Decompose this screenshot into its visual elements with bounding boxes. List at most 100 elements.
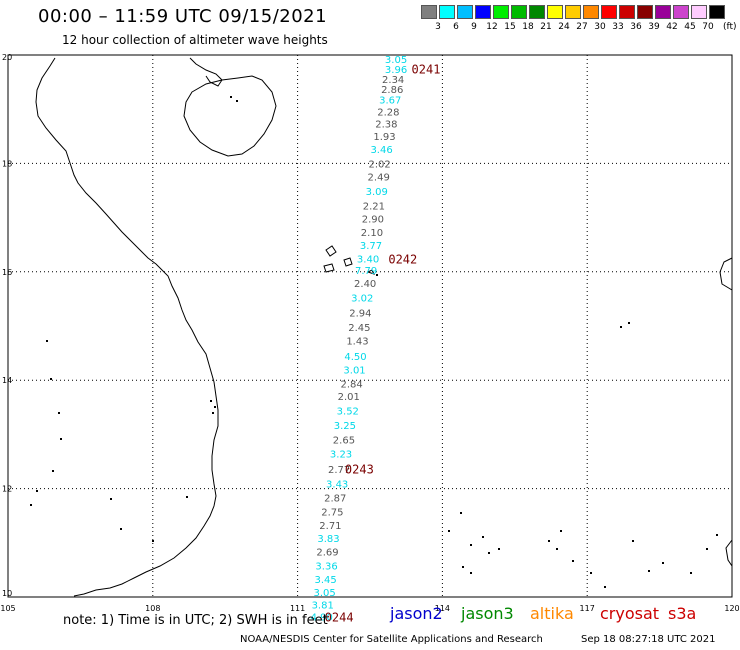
coastline-islet-1 [325,245,337,257]
coastline-luzon [719,257,733,291]
pass-label: 0243 [345,463,374,477]
color-scale-label: 18 [522,22,534,32]
pass-label: 0244 [325,611,354,625]
wave-height-value: 3.05 [385,55,407,66]
islet-speck [716,534,718,536]
wave-height-value: 2.87 [324,493,346,504]
wave-height-value: 4.90 [311,613,333,624]
islet-speck [186,496,188,498]
islet-speck [604,586,606,588]
coastline-hainan [183,75,277,157]
color-scale-label: 33 [612,22,624,32]
wave-height-value: 2.28 [377,107,399,118]
lon-tick-label: 117 [580,604,595,613]
color-scale-label: 70 [702,22,714,32]
islet-speck [212,412,214,414]
color-scale-swatch [457,5,473,19]
lon-tick-label: 105 [0,604,15,613]
color-scale-swatch [583,5,599,19]
islet-speck [460,512,462,514]
wave-height-value: 2.45 [348,323,370,334]
wave-height-value: 4.50 [344,352,366,363]
wave-height-value: 2.71 [319,521,341,532]
color-scale-swatch [439,5,455,19]
islet-speck [462,566,464,568]
wave-height-value: 2.21 [363,202,385,213]
wave-height-value: 2.01 [338,392,360,403]
wave-height-value: 3.77 [360,241,382,252]
islet-speck [58,412,60,414]
satellite-legend-jason3: jason3 [461,604,514,623]
chart-subtitle: 12 hour collection of altimeter wave hei… [62,33,328,47]
color-scale-label: 42 [666,22,678,32]
coastline [35,57,733,597]
islet-speck [470,572,472,574]
islet-speck [620,326,622,328]
lon-tick-label: 114 [435,604,450,613]
pass-label: 0242 [388,252,417,266]
wave-height-value: 1.93 [373,132,395,143]
wave-height-value: 3.23 [330,449,352,460]
islet-speck [50,378,52,380]
wave-height-value: 2.40 [354,279,376,290]
color-scale-label: 24 [558,22,570,32]
islet-speck [52,470,54,472]
grid-labels: 105 108 111 114 117 120 20 18 16 14 12 10 [0,53,739,613]
islet-speck [152,540,154,542]
islet-speck [482,536,484,538]
wave-height-value: 2.49 [368,172,390,183]
color-scale-label: 45 [684,22,696,32]
islet-speck [230,96,232,98]
color-scale-label: 15 [504,22,516,32]
wave-height-value: 2.90 [362,215,384,226]
observations-track: 3.053.962.342.863.672.282.381.933.462.02… [311,55,408,624]
wave-height-value: 3.52 [337,407,359,418]
wave-height-value: 2.69 [316,547,338,558]
coastline-palawan-fragment [725,539,733,567]
islet-speck [662,562,664,564]
islet-speck [60,438,62,440]
islet-speck [628,322,630,324]
wave-height-value: 1.43 [346,337,368,348]
wave-height-value: 7.79 [355,266,377,277]
wave-height-value: 3.96 [385,65,407,76]
pass-labels: 0241 0242 0243 0244 [325,63,441,625]
satellite-legend-s3a: s3a [668,604,697,623]
wave-height-value: 3.67 [379,95,401,106]
wave-height-value: 2.65 [333,435,355,446]
color-scale-label: 39 [648,22,660,32]
islet-speck [548,540,550,542]
islet-speck [488,552,490,554]
footer-note: note: 1) Time is in UTC; 2) SWH is in fe… [63,613,328,628]
islet-speck [110,498,112,500]
satellite-legend-cryosat: cryosat [600,604,660,623]
wave-height-value: 3.05 [313,588,335,599]
coastline-vietnam [35,57,219,597]
islet-speck [556,548,558,550]
wave-height-value: 3.40 [357,254,379,265]
coastline-islet-3 [343,257,353,267]
color-scale-swatch [475,5,491,19]
islet-speck [210,400,212,402]
color-scale-unit: (ft) [723,22,737,32]
color-scale-label: 36 [630,22,642,32]
color-scale-label: 30 [594,22,606,32]
wave-height-value: 3.02 [351,293,373,304]
wave-height-value: 3.81 [312,601,334,612]
color-scale-swatch [655,5,671,19]
lat-tick-label: 18 [2,159,12,168]
satellite-legend-jason2: jason2 [390,604,443,623]
wave-height-value: 2.84 [341,379,363,390]
wave-height-value: 3.45 [314,575,336,586]
lat-tick-label: 20 [2,53,12,62]
lon-tick-label: 108 [145,604,160,613]
wave-height-value: 3.46 [370,145,392,156]
color-scale-label: 9 [471,22,477,32]
islet-speck [214,406,216,408]
chart-title: 00:00 – 11:59 UTC 09/15/2021 [38,6,328,27]
coastline-islet-2 [323,263,335,273]
color-scale-swatch [529,5,545,19]
wave-height-value: 2.94 [349,308,371,319]
color-scale-swatch [547,5,563,19]
